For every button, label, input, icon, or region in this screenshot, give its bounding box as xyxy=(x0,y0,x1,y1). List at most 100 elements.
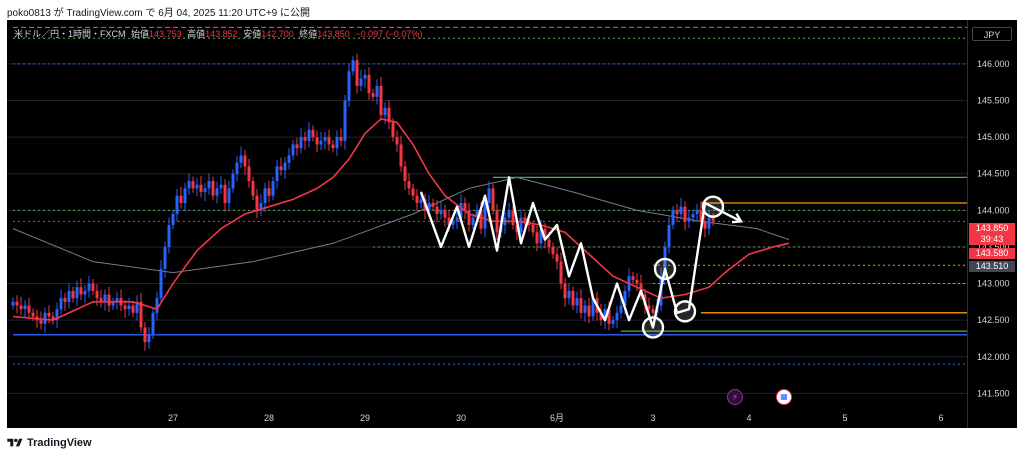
candle-body xyxy=(23,305,27,310)
top-bar: poko0813 が TradingView.com で 6月 04, 2025… xyxy=(0,0,1024,20)
candle-body xyxy=(359,78,363,86)
candle-body xyxy=(47,312,51,317)
fast-moving-average xyxy=(12,117,790,321)
candle-body xyxy=(583,305,587,313)
candle-body xyxy=(175,195,179,214)
drawing-circle xyxy=(641,316,665,339)
candle-body xyxy=(363,74,367,79)
candle-body xyxy=(251,181,255,196)
candle-body xyxy=(507,210,511,218)
candle-body xyxy=(543,228,547,240)
drawing-circle xyxy=(673,300,697,323)
y-tick-label: 144.500 xyxy=(977,169,1010,179)
currency-button[interactable]: JPY xyxy=(972,27,1012,41)
candle-body xyxy=(127,305,131,310)
candle-body xyxy=(463,203,467,211)
chart-area[interactable] xyxy=(7,20,967,428)
candle-body xyxy=(367,74,371,94)
candle-body xyxy=(675,210,679,214)
candle-body xyxy=(403,166,407,182)
candle-body xyxy=(695,210,699,214)
current-price-tag: 143.850 39:43 xyxy=(969,223,1015,245)
candle-body xyxy=(519,217,523,233)
candle-body xyxy=(515,224,519,233)
open-label: 始値 xyxy=(131,29,150,39)
candle-body xyxy=(71,290,75,299)
price-tag-level-a: 143.580 xyxy=(969,248,1015,259)
y-tick-label: 145.000 xyxy=(977,132,1010,142)
low-label: 安値 xyxy=(243,29,262,39)
change-value: −0.097 (−0.07%) xyxy=(355,29,423,39)
candle-body xyxy=(227,188,231,204)
candle-body xyxy=(539,228,543,244)
candle-body xyxy=(327,137,331,145)
candle-body xyxy=(375,85,379,97)
candle-body xyxy=(487,188,491,204)
candle-body xyxy=(599,312,603,321)
candle-body xyxy=(351,60,355,72)
countdown-value: 39:43 xyxy=(980,234,1004,244)
y-tick-label: 143.000 xyxy=(977,279,1010,289)
candle-body xyxy=(163,246,167,269)
candle-body xyxy=(103,294,107,302)
candle-body xyxy=(195,184,199,189)
candle-body xyxy=(219,184,223,189)
candle-body xyxy=(99,298,103,302)
candle-body xyxy=(383,107,387,116)
candle-body xyxy=(95,290,99,299)
candle-body xyxy=(347,71,351,101)
candle-body xyxy=(407,181,411,189)
lightning-event-icon[interactable]: ⚡ xyxy=(727,389,743,405)
close-label: 終値 xyxy=(299,29,318,39)
candle-body xyxy=(159,268,163,299)
us-flag-event-icon[interactable]: ▦ xyxy=(776,389,792,405)
candle-body xyxy=(331,144,335,149)
drawing-circle xyxy=(701,195,725,218)
candle-body xyxy=(411,188,415,196)
candle-body xyxy=(235,162,239,174)
candle-body xyxy=(563,283,567,299)
candle-body xyxy=(191,181,195,189)
y-tick-label: 145.500 xyxy=(977,96,1010,106)
candle-body xyxy=(31,312,35,317)
candle-body xyxy=(427,203,431,211)
candle-body xyxy=(151,312,155,335)
candle-body xyxy=(335,137,339,149)
candle-body xyxy=(183,188,187,204)
candle-body xyxy=(691,214,695,218)
candle-body xyxy=(491,188,495,211)
candle-body xyxy=(399,144,403,167)
candle-body xyxy=(663,246,667,277)
symbol-label[interactable]: 米ドル／円・1時間・FXCM xyxy=(14,29,126,39)
candle-body xyxy=(51,316,55,321)
x-tick-label: 27 xyxy=(168,413,178,423)
candle-body xyxy=(295,144,299,149)
high-value: 143.852 xyxy=(205,29,238,39)
candle-body xyxy=(671,210,675,225)
candle-body xyxy=(611,320,615,324)
candle-body xyxy=(303,137,307,141)
candle-body xyxy=(475,210,479,218)
x-tick-label: 30 xyxy=(456,413,466,423)
candle-body xyxy=(283,162,287,171)
candle-body xyxy=(567,290,571,299)
candle-body xyxy=(271,181,275,196)
candle-body xyxy=(623,290,627,306)
y-tick-label: 144.000 xyxy=(977,205,1010,215)
candle-body xyxy=(287,155,291,163)
candle-body xyxy=(339,137,343,141)
candle-body xyxy=(579,298,583,313)
x-tick-label: 4 xyxy=(746,413,751,423)
candle-body xyxy=(431,203,435,207)
candle-body xyxy=(155,298,159,313)
candle-body xyxy=(223,184,227,204)
candle-body xyxy=(631,276,635,280)
candle-body xyxy=(355,60,359,86)
candle-body xyxy=(619,305,623,313)
candle-body xyxy=(275,166,279,182)
candle-body xyxy=(683,206,687,222)
candle-body xyxy=(651,309,655,313)
candle-body xyxy=(323,137,327,141)
x-tick-label: 29 xyxy=(360,413,370,423)
